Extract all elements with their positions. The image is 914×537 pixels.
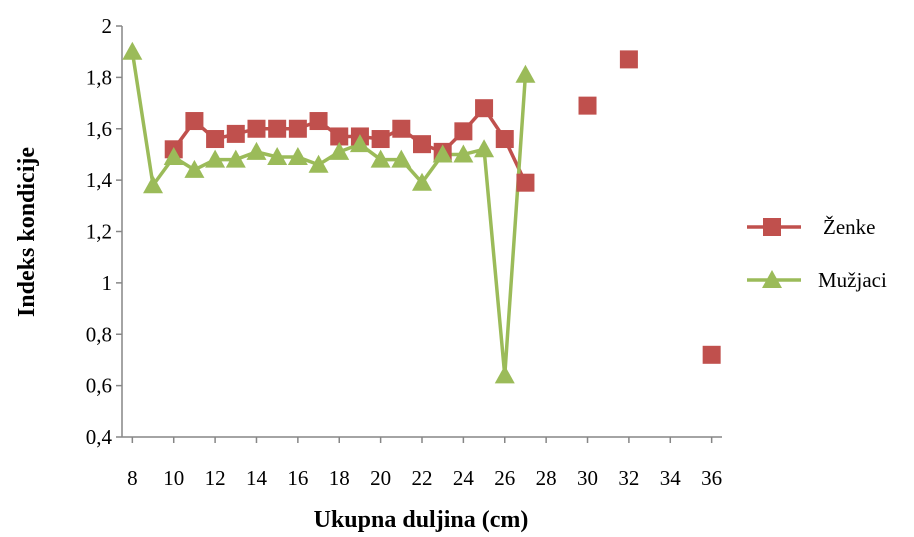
data-point-zenke [288,119,307,138]
x-tick-label: 36 [701,466,722,490]
y-tick-label: 0,8 [86,322,112,346]
data-point-muzjaci [122,41,143,60]
x-tick-label: 18 [329,466,350,490]
data-point-muzjaci [163,147,184,166]
legend-item-zenke: Ženke [747,215,875,239]
data-point-zenke [371,130,390,149]
series-layer [122,41,721,384]
x-tick-label: 34 [660,466,682,490]
x-tick-label: 16 [287,466,308,490]
x-tick-label: 28 [536,466,557,490]
y-tick-label: 1,6 [86,117,112,141]
data-point-muzjaci [267,147,288,166]
x-tick-label: 30 [577,466,598,490]
data-point-muzjaci [474,139,495,158]
data-point-muzjaci [432,144,453,163]
data-point-zenke [392,119,411,138]
y-axis-ticks: 0,4 0,6 0,8 1 1,2 1,4 1,6 1,8 2 [86,14,122,449]
data-point-zenke [475,99,494,118]
data-point-muzjaci [308,154,329,173]
y-tick-label: 0,6 [86,374,112,398]
data-point-muzjaci [494,365,515,384]
data-point-muzjaci [184,159,205,178]
y-tick-label: 1,8 [86,65,112,89]
legend-label-muzjaci: Mužjaci [818,268,887,292]
data-point-muzjaci [453,144,474,163]
data-point-zenke [702,345,721,364]
data-point-muzjaci [225,149,246,168]
x-tick-label: 32 [618,466,639,490]
series-line-muzjaci [130,51,528,378]
data-point-zenke [185,112,204,131]
x-tick-label: 20 [370,466,391,490]
data-point-zenke [206,130,225,149]
legend: Ženke Mužjaci [747,215,887,292]
data-point-zenke [578,96,597,115]
data-point-muzjaci [412,172,432,191]
data-point-muzjaci [515,64,536,83]
data-point-muzjaci [287,147,308,166]
data-point-zenke [330,127,349,146]
data-point-zenke [413,135,431,154]
y-tick-label: 1,4 [86,168,113,192]
data-point-muzjaci [143,175,164,194]
data-point-zenke [454,122,473,141]
data-point-zenke [495,130,514,149]
series-line-zenke [172,106,528,184]
y-axis-title: Indeks kondicije [14,147,40,317]
data-point-zenke [268,119,287,138]
plot-area: 0,4 0,6 0,8 1 1,2 1,4 1,6 1,8 2 8 10 12 14 16 18 20 22 2… [86,14,722,490]
legend-marker-zenke [763,218,781,236]
x-tick-label: 12 [205,466,226,490]
data-point-zenke [247,119,266,138]
data-point-muzjaci [349,134,370,153]
data-point-muzjaci [329,141,350,160]
y-tick-label: 1 [102,271,113,295]
data-point-zenke [309,112,328,131]
x-axis-ticks: 8 10 12 14 16 18 20 22 24 26 28 30 32 34 36 [127,437,722,490]
legend-label-zenke: Ženke [823,215,875,239]
data-point-muzjaci [246,141,267,160]
data-point-muzjaci [205,149,226,168]
data-point-zenke [226,124,245,143]
data-point-muzjaci [391,149,412,168]
x-tick-label: 10 [163,466,184,490]
data-point-zenke [516,173,535,192]
x-tick-label: 22 [412,466,433,490]
legend-item-muzjaci: Mužjaci [747,268,887,292]
y-tick-label: 1,2 [86,220,112,244]
x-axis-title: Ukupna duljina (cm) [314,507,529,533]
x-tick-label: 8 [127,466,138,490]
y-tick-label: 0,4 [86,425,113,449]
y-tick-label: 2 [102,14,113,38]
x-tick-label: 14 [246,466,268,490]
legend-marker-muzjaci [762,270,782,288]
x-tick-label: 24 [453,466,475,490]
data-point-zenke [619,50,638,69]
x-tick-label: 26 [494,466,515,490]
data-point-muzjaci [370,149,391,168]
